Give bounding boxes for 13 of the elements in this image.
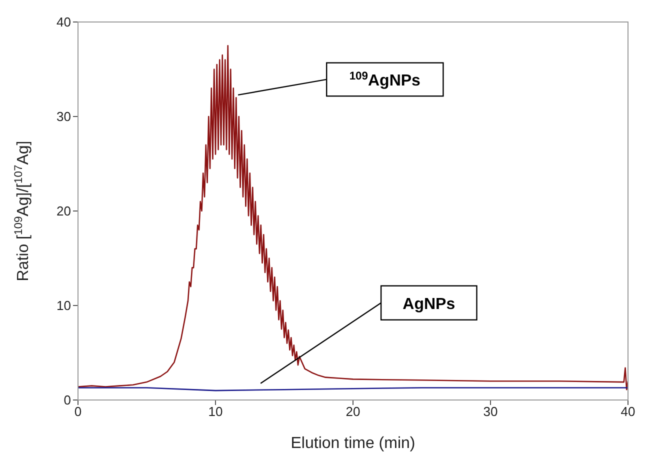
y-tick-label: 30 — [56, 109, 71, 124]
x-tick-label: 30 — [483, 404, 498, 420]
x-tick-label: 0 — [74, 404, 82, 420]
x-tick-label: 40 — [620, 404, 636, 420]
y-tick-label: 40 — [56, 14, 71, 30]
y-tick-label: 20 — [56, 204, 71, 219]
annotation: AgNPs — [402, 296, 456, 313]
x-axis-title: Elution time (min) — [290, 435, 416, 452]
y-tick-label: 10 — [56, 298, 71, 314]
y-tick-label: 0 — [64, 392, 71, 408]
x-tick-label: 10 — [208, 404, 223, 420]
annotation: $^{109}$AgNPs — [349, 70, 421, 90]
x-tick-label: 20 — [346, 404, 360, 420]
